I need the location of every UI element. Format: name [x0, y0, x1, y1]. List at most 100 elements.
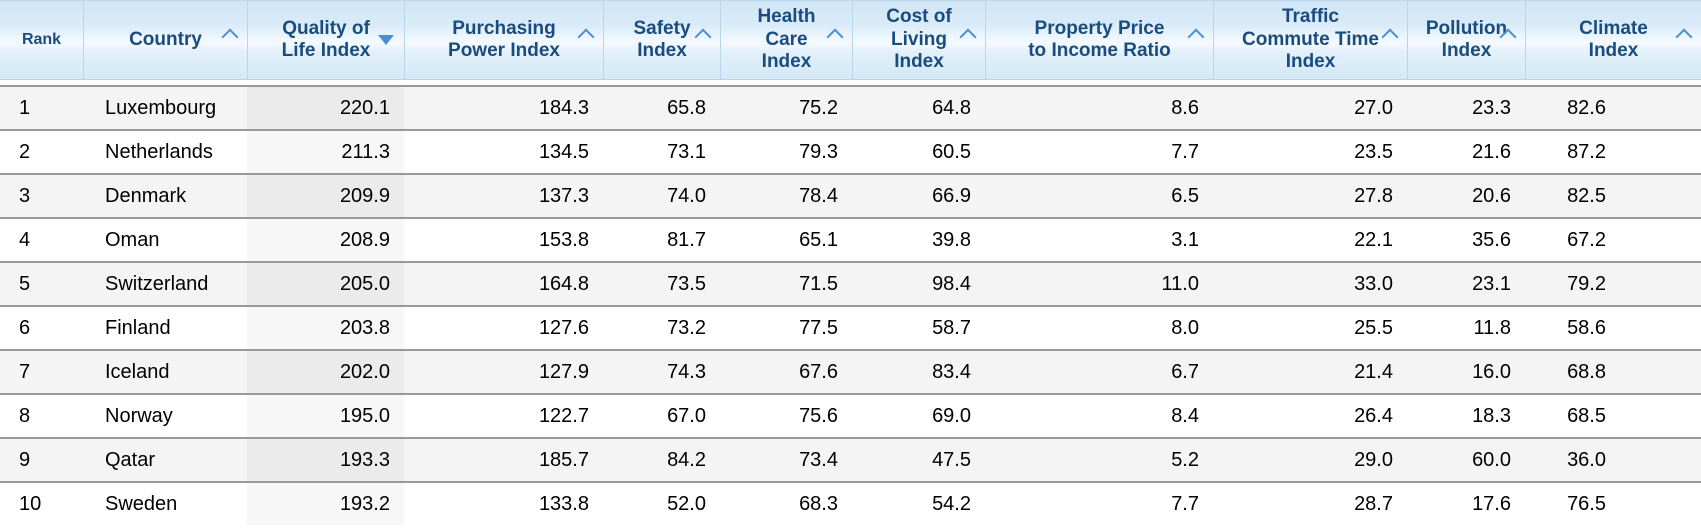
column-header-col[interactable]: Cost of Living Index — [852, 0, 985, 80]
table-row-luxembourg: 1 Luxembourg 220.1 184.3 65.8 75.2 64.8 8.6 27.0… — [0, 85, 1701, 129]
column-header-ppir[interactable]: Property Price to Income Ratio — [985, 0, 1213, 80]
pp-cell: 153.8 — [404, 217, 603, 261]
climate-cell: 87.2 — [1525, 129, 1701, 173]
column-header-label: Climate Index — [1579, 17, 1648, 61]
col-cell: 60.5 — [852, 129, 985, 173]
tct-cell: 25.5 — [1213, 305, 1407, 349]
table-row-oman: 4 Oman 208.9 153.8 81.7 65.1 39.8 3.1 22.1 35.6 67… — [0, 217, 1701, 261]
column-header-label: Traffic Commute Time Index — [1242, 6, 1379, 73]
country-cell: Oman — [83, 217, 247, 261]
tct-cell: 27.8 — [1213, 173, 1407, 217]
safety-cell: 74.3 — [603, 349, 720, 393]
hc-cell: 68.3 — [720, 481, 852, 525]
pp-cell: 133.8 — [404, 481, 603, 525]
safety-cell: 81.7 — [603, 217, 720, 261]
country-cell: Switzerland — [83, 261, 247, 305]
column-header-hc[interactable]: Health Care Index — [720, 0, 852, 80]
column-header-rank[interactable]: Rank — [0, 0, 83, 80]
climate-cell: 68.5 — [1525, 393, 1701, 437]
country-cell: Norway — [83, 393, 247, 437]
hc-cell: 71.5 — [720, 261, 852, 305]
country-cell: Iceland — [83, 349, 247, 393]
column-header-climate[interactable]: Climate Index — [1525, 0, 1701, 80]
ppir-cell: 3.1 — [985, 217, 1213, 261]
qol-cell: 211.3 — [247, 129, 404, 173]
tct-cell: 28.7 — [1213, 481, 1407, 525]
qol-cell: 220.1 — [247, 85, 404, 129]
safety-cell: 73.1 — [603, 129, 720, 173]
climate-cell: 82.5 — [1525, 173, 1701, 217]
tct-cell: 21.4 — [1213, 349, 1407, 393]
qol-cell: 205.0 — [247, 261, 404, 305]
safety-cell: 74.0 — [603, 173, 720, 217]
table-row-sweden: 10 Sweden 193.2 133.8 52.0 68.3 54.2 7.7 28.7 17.… — [0, 481, 1701, 525]
column-header-safety[interactable]: Safety Index — [603, 0, 720, 80]
hc-cell: 75.6 — [720, 393, 852, 437]
ppir-cell: 5.2 — [985, 437, 1213, 481]
hc-cell: 75.2 — [720, 85, 852, 129]
table-row-norway: 8 Norway 195.0 122.7 67.0 75.6 69.0 8.4 26.4 18.3… — [0, 393, 1701, 437]
column-header-label: Cost of Living Index — [886, 6, 952, 73]
tct-cell: 29.0 — [1213, 437, 1407, 481]
column-header-label: Rank — [21, 30, 62, 48]
hc-cell: 67.6 — [720, 349, 852, 393]
tct-cell: 22.1 — [1213, 217, 1407, 261]
qol-cell: 202.0 — [247, 349, 404, 393]
climate-cell: 82.6 — [1525, 85, 1701, 129]
col-cell: 66.9 — [852, 173, 985, 217]
tct-cell: 27.0 — [1213, 85, 1407, 129]
pp-cell: 185.7 — [404, 437, 603, 481]
pp-cell: 122.7 — [404, 393, 603, 437]
climate-cell: 68.8 — [1525, 349, 1701, 393]
safety-cell: 65.8 — [603, 85, 720, 129]
column-header-label: Country — [129, 28, 202, 50]
column-header-label: Pollution Index — [1425, 17, 1508, 61]
column-header-country[interactable]: Country — [83, 0, 247, 80]
column-header-label: Safety Index — [633, 17, 691, 61]
sort-ascending-icon — [694, 28, 712, 46]
poll-cell: 21.6 — [1407, 129, 1525, 173]
column-header-qol[interactable]: Quality of Life Index — [247, 0, 404, 80]
col-cell: 64.8 — [852, 85, 985, 129]
sort-ascending-icon — [1675, 28, 1693, 46]
sort-ascending-icon — [959, 28, 977, 46]
pp-cell: 184.3 — [404, 85, 603, 129]
rank-cell: 9 — [0, 437, 83, 481]
column-header-label: Property Price to Income Ratio — [1028, 17, 1171, 61]
header-gap — [0, 80, 1701, 85]
climate-cell: 76.5 — [1525, 481, 1701, 525]
poll-cell: 18.3 — [1407, 393, 1525, 437]
qol-cell: 208.9 — [247, 217, 404, 261]
pp-cell: 137.3 — [404, 173, 603, 217]
column-header-tct[interactable]: Traffic Commute Time Index — [1213, 0, 1407, 80]
country-cell: Qatar — [83, 437, 247, 481]
rank-cell: 2 — [0, 129, 83, 173]
ppir-cell: 7.7 — [985, 129, 1213, 173]
hc-cell: 78.4 — [720, 173, 852, 217]
rank-cell: 3 — [0, 173, 83, 217]
climate-cell: 36.0 — [1525, 437, 1701, 481]
column-header-pp[interactable]: Purchasing Power Index — [404, 0, 603, 80]
col-cell: 39.8 — [852, 217, 985, 261]
rank-cell: 5 — [0, 261, 83, 305]
country-cell: Denmark — [83, 173, 247, 217]
column-header-poll[interactable]: Pollution Index — [1407, 0, 1525, 80]
poll-cell: 23.1 — [1407, 261, 1525, 305]
column-header-label: Health Care Index — [757, 6, 816, 73]
poll-cell: 23.3 — [1407, 85, 1525, 129]
climate-cell: 79.2 — [1525, 261, 1701, 305]
hc-cell: 73.4 — [720, 437, 852, 481]
sort-ascending-icon — [1187, 28, 1205, 46]
poll-cell: 35.6 — [1407, 217, 1525, 261]
qol-cell: 203.8 — [247, 305, 404, 349]
country-cell: Luxembourg — [83, 85, 247, 129]
safety-cell: 52.0 — [603, 481, 720, 525]
column-header-label: Quality of Life Index — [281, 17, 371, 61]
tct-cell: 26.4 — [1213, 393, 1407, 437]
col-cell: 58.7 — [852, 305, 985, 349]
sort-ascending-icon — [577, 28, 595, 46]
ppir-cell: 8.6 — [985, 85, 1213, 129]
pp-cell: 127.9 — [404, 349, 603, 393]
rank-cell: 7 — [0, 349, 83, 393]
